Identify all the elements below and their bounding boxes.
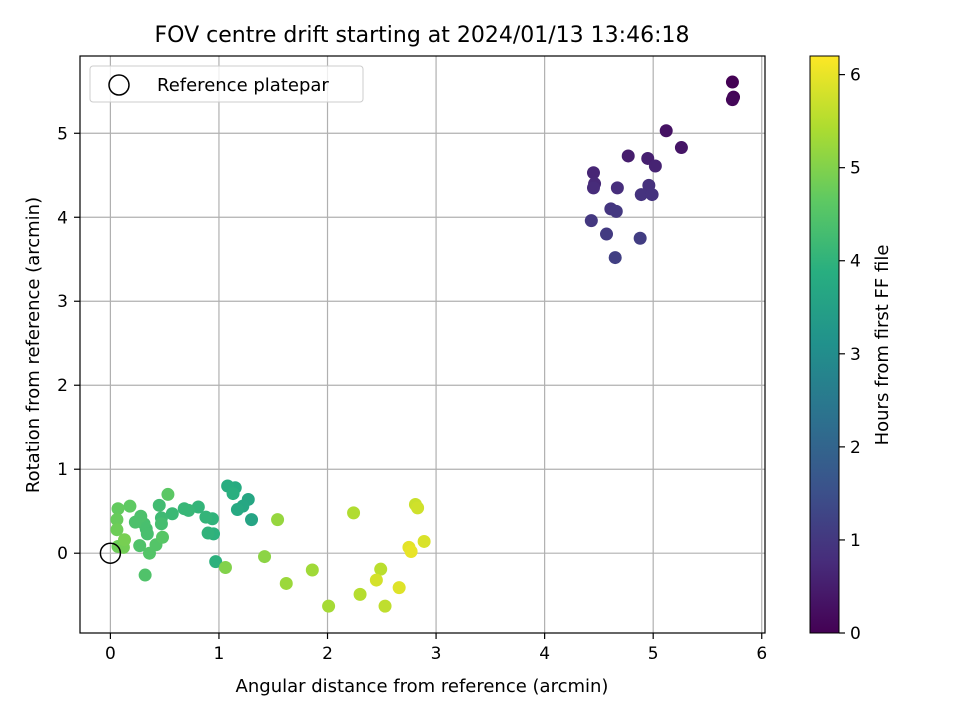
- colorbar-tick-label: 3: [850, 345, 861, 365]
- data-point: [353, 587, 367, 601]
- data-point: [279, 576, 293, 590]
- data-point: [645, 188, 659, 202]
- colorbar-tick-label: 6: [850, 66, 861, 86]
- data-point: [118, 533, 132, 547]
- data-point: [209, 555, 223, 569]
- colorbar-label: Hours from first FF file: [872, 245, 893, 446]
- colorbar: 0 1 2 3 4 5 6 Hours from first FF file: [809, 55, 893, 644]
- y-tick-label: 4: [57, 208, 68, 228]
- data-point: [165, 507, 179, 521]
- data-point: [392, 581, 406, 595]
- data-point: [154, 517, 168, 531]
- colorbar-gradient: [809, 55, 840, 634]
- data-point: [674, 141, 688, 155]
- data-point: [156, 530, 170, 544]
- data-point: [347, 506, 361, 520]
- colorbar-tick-label: 0: [850, 624, 861, 644]
- data-point: [218, 560, 232, 574]
- y-tick-label: 2: [57, 376, 68, 396]
- data-point: [369, 573, 383, 587]
- x-tick-label: 2: [322, 644, 333, 664]
- legend-marker-reference: [108, 74, 130, 96]
- y-tick-label: 1: [57, 460, 68, 480]
- x-tick-label: 1: [214, 644, 225, 664]
- reference-platepar-marker: [99, 542, 122, 564]
- data-point: [138, 568, 152, 582]
- data-point: [374, 562, 388, 576]
- data-point: [648, 159, 662, 173]
- colorbar-ticks: 0 1 2 3 4 5 6: [839, 66, 861, 644]
- data-point: [404, 545, 418, 559]
- data-point: [140, 527, 154, 541]
- y-tick-label: 5: [57, 124, 68, 144]
- data-point: [584, 214, 598, 228]
- data-point: [586, 166, 600, 180]
- data-point: [133, 539, 147, 553]
- legend: Reference platepar: [89, 65, 364, 103]
- data-point: [586, 181, 600, 195]
- data-point: [152, 498, 166, 512]
- data-point: [608, 251, 622, 265]
- x-tick-label: 0: [105, 644, 116, 664]
- data-point: [659, 124, 673, 138]
- data-point: [110, 523, 124, 537]
- x-tick-label: 4: [539, 644, 550, 664]
- x-tick-label: 6: [756, 644, 767, 664]
- data-point: [725, 75, 739, 89]
- y-axis-label: Rotation from reference (arcmin): [23, 197, 44, 493]
- data-point: [123, 499, 137, 513]
- legend-box: [89, 65, 364, 103]
- x-axis-label: Angular distance from reference (arcmin): [236, 676, 609, 697]
- data-point: [226, 487, 240, 501]
- data-point: [621, 149, 635, 163]
- data-point: [191, 500, 205, 514]
- data-point: [600, 227, 614, 241]
- colorbar-tick-label: 5: [850, 159, 861, 179]
- data-point: [305, 563, 319, 577]
- data-point: [271, 513, 285, 527]
- data-point: [128, 515, 142, 529]
- data-point: [417, 534, 431, 548]
- data-point: [245, 513, 259, 527]
- colorbar-tick-label: 2: [850, 438, 861, 458]
- legend-label-reference: Reference platepar: [157, 75, 329, 96]
- data-point: [633, 231, 647, 245]
- colorbar-tick-label: 4: [850, 252, 861, 272]
- y-axis: 0 1 2 3 4 5: [57, 124, 80, 564]
- data-point: [609, 204, 623, 218]
- data-point: [230, 503, 244, 517]
- data-point: [161, 487, 175, 501]
- data-point: [322, 599, 336, 613]
- data-point: [610, 181, 624, 195]
- chart-title: FOV centre drift starting at 2024/01/13 …: [155, 23, 690, 48]
- colorbar-tick-label: 1: [850, 531, 861, 551]
- data-point: [110, 513, 124, 527]
- grid-lines: [80, 56, 765, 633]
- data-point: [378, 599, 392, 613]
- plot-frame: [79, 55, 766, 634]
- data-point: [725, 93, 739, 107]
- data-point: [201, 526, 215, 540]
- data-points: [99, 75, 741, 613]
- x-tick-label: 3: [431, 644, 442, 664]
- data-point: [111, 502, 125, 516]
- data-point: [634, 188, 648, 202]
- x-tick-label: 5: [648, 644, 659, 664]
- y-tick-label: 3: [57, 292, 68, 312]
- data-point: [258, 550, 272, 564]
- y-tick-label: 0: [57, 544, 68, 564]
- data-point: [199, 510, 213, 524]
- x-axis: 0 1 2 3 4 5 6: [105, 633, 767, 664]
- data-point: [411, 501, 425, 515]
- data-point: [177, 502, 191, 516]
